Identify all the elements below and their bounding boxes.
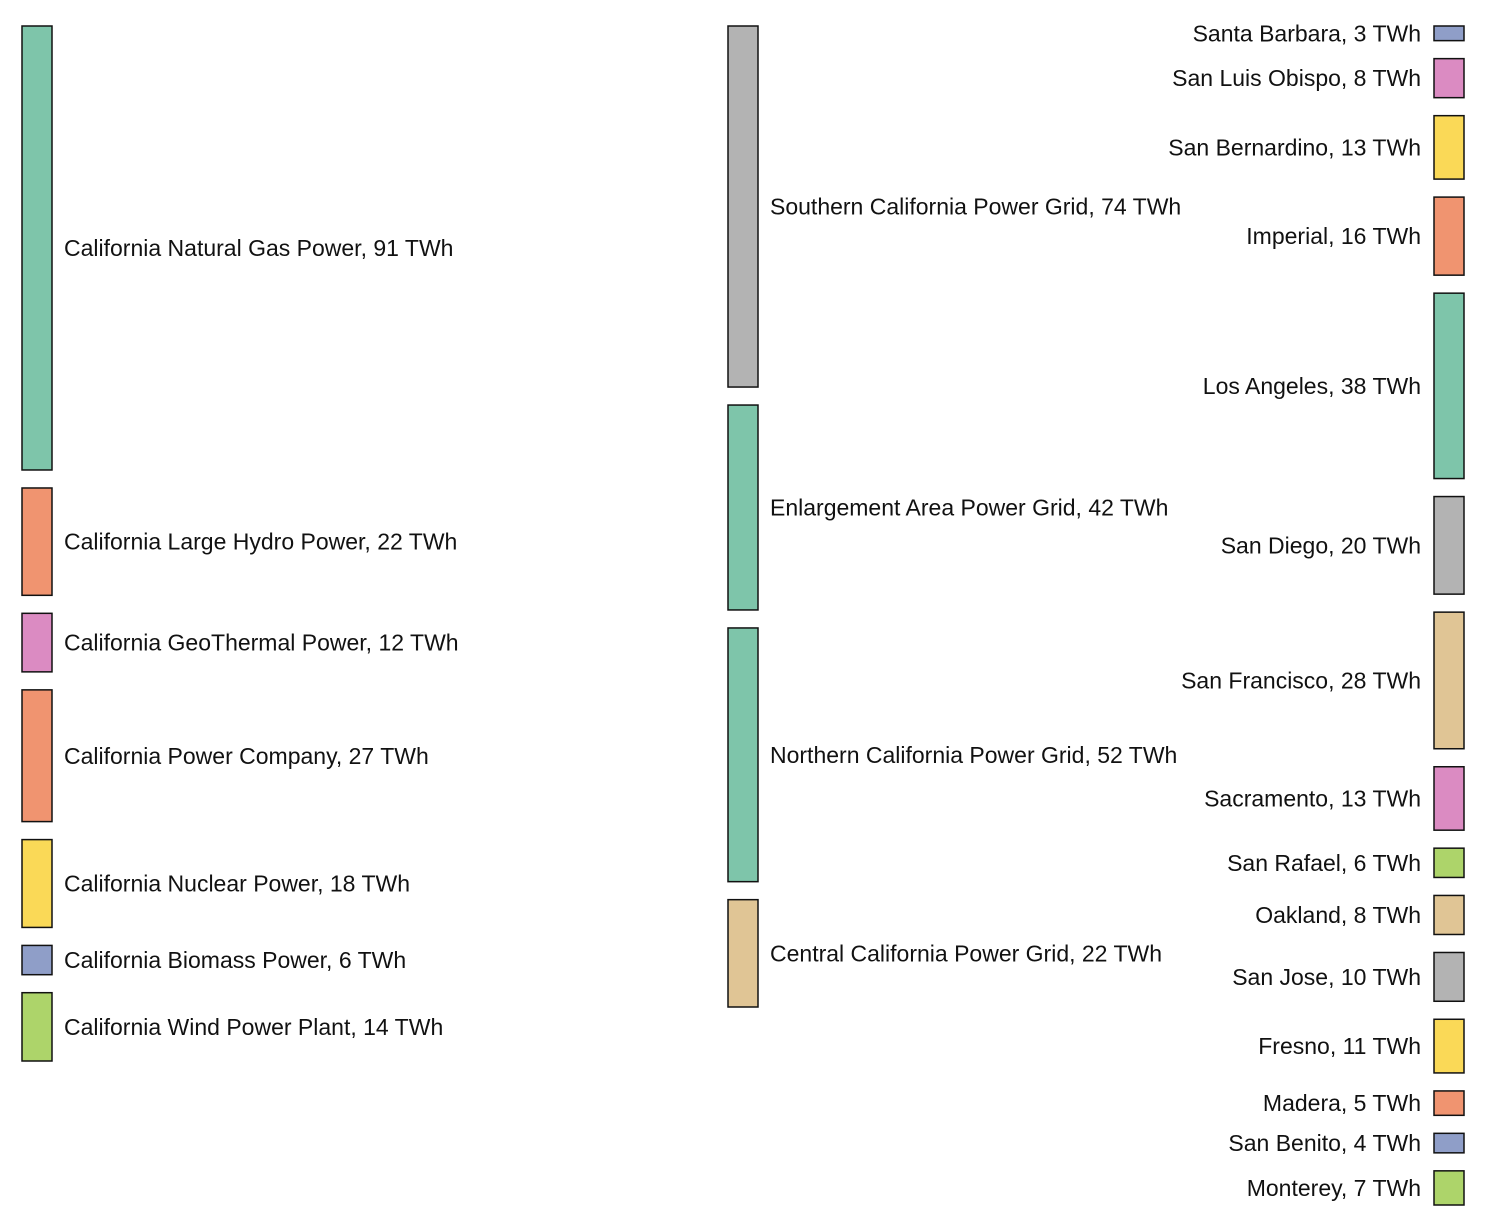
node-bar-oakland[interactable]	[1433, 894, 1465, 936]
node-fresno[interactable]	[1433, 1018, 1465, 1074]
link-south-to-sbern[interactable]	[758, 80, 1434, 179]
node-bar-monterey[interactable]	[1433, 1170, 1465, 1206]
link-central-to-monterey[interactable]	[758, 973, 1434, 1205]
node-label-gas: California Natural Gas Power, 91 TWh	[64, 235, 453, 261]
node-label-sf: San Francisco, 28 TWh	[1181, 667, 1421, 693]
node-label-monterey: Monterey, 7 TWh	[1247, 1175, 1421, 1201]
node-north[interactable]	[727, 627, 759, 883]
node-label-biomass: California Biomass Power, 6 TWh	[64, 947, 406, 973]
node-label-sd: San Diego, 20 TWh	[1221, 532, 1421, 558]
link-enlarge-to-la[interactable]	[758, 400, 1434, 483]
node-madera[interactable]	[1433, 1090, 1465, 1117]
node-label-fresno: Fresno, 11 TWh	[1258, 1033, 1421, 1059]
node-bar-central[interactable]	[727, 898, 759, 1008]
node-bar-sbenito[interactable]	[1433, 1132, 1465, 1154]
node-label-enlarge: Enlargement Area Power Grid, 42 TWh	[770, 495, 1168, 521]
node-hydro[interactable]	[21, 487, 53, 597]
node-bar-company[interactable]	[21, 689, 53, 823]
node-monterey[interactable]	[1433, 1170, 1465, 1206]
node-label-hydro: California Large Hydro Power, 22 TWh	[64, 529, 457, 555]
node-bar-slo[interactable]	[1433, 57, 1465, 99]
node-sj[interactable]	[1433, 951, 1465, 1003]
node-bar-sj[interactable]	[1433, 951, 1465, 1003]
link-north-to-sac[interactable]	[758, 706, 1434, 830]
node-label-sj: San Jose, 10 TWh	[1232, 964, 1421, 990]
node-label-north: Northern California Power Grid, 52 TWh	[770, 742, 1177, 768]
node-bar-madera[interactable]	[1433, 1090, 1465, 1117]
node-gas[interactable]	[21, 25, 53, 471]
link-nuclear-to-enlarge[interactable]	[52, 551, 728, 888]
node-sbern[interactable]	[1433, 114, 1465, 180]
node-sb[interactable]	[1433, 25, 1465, 42]
node-la[interactable]	[1433, 292, 1465, 480]
node-bar-fresno[interactable]	[1433, 1018, 1465, 1074]
node-bar-geo[interactable]	[21, 612, 53, 673]
node-label-sbenito: San Benito, 4 TWh	[1228, 1130, 1421, 1156]
node-srafael[interactable]	[1433, 847, 1465, 879]
node-bar-nuclear[interactable]	[21, 838, 53, 929]
node-bar-hydro[interactable]	[21, 487, 53, 597]
node-bar-south[interactable]	[727, 25, 759, 388]
node-south[interactable]	[727, 25, 759, 388]
node-bar-srafael[interactable]	[1433, 847, 1465, 879]
node-biomass[interactable]	[21, 944, 53, 976]
node-wind[interactable]	[21, 991, 53, 1062]
node-sbenito[interactable]	[1433, 1132, 1465, 1154]
node-central[interactable]	[727, 898, 759, 1008]
link-nuclear-to-south[interactable]	[52, 358, 728, 859]
node-company[interactable]	[21, 689, 53, 823]
node-bar-biomass[interactable]	[21, 944, 53, 976]
node-label-slo: San Luis Obispo, 8 TWh	[1172, 65, 1421, 91]
node-bar-sd[interactable]	[1433, 495, 1465, 595]
node-bar-enlarge[interactable]	[727, 404, 759, 611]
link-gas-to-central[interactable]	[52, 426, 728, 944]
node-bar-imperial[interactable]	[1433, 196, 1465, 276]
node-bar-sf[interactable]	[1433, 611, 1465, 750]
node-label-sbern: San Bernardino, 13 TWh	[1168, 134, 1421, 160]
node-label-nuclear: California Nuclear Power, 18 TWh	[64, 871, 410, 897]
node-sd[interactable]	[1433, 495, 1465, 595]
node-sac[interactable]	[1433, 765, 1465, 831]
node-label-geo: California GeoThermal Power, 12 TWh	[64, 630, 459, 656]
node-label-madera: Madera, 5 TWh	[1263, 1090, 1421, 1116]
link-geo-to-south[interactable]	[52, 265, 728, 672]
node-imperial[interactable]	[1433, 196, 1465, 276]
link-gas-to-south[interactable]	[52, 26, 728, 207]
node-bar-sac[interactable]	[1433, 765, 1465, 831]
node-bar-wind[interactable]	[21, 991, 53, 1062]
node-geo[interactable]	[21, 612, 53, 673]
node-label-srafael: San Rafael, 6 TWh	[1227, 850, 1421, 876]
node-label-south: Southern California Power Grid, 74 TWh	[770, 194, 1181, 220]
node-oakland[interactable]	[1433, 894, 1465, 936]
node-label-sb: Santa Barbara, 3 TWh	[1193, 20, 1421, 46]
link-south-to-sd[interactable]	[758, 328, 1434, 555]
link-biomass-to-south[interactable]	[52, 377, 728, 955]
node-label-oakland: Oakland, 8 TWh	[1255, 902, 1421, 928]
node-bar-gas[interactable]	[21, 25, 53, 471]
node-bar-sbern[interactable]	[1433, 114, 1465, 180]
node-slo[interactable]	[1433, 57, 1465, 99]
node-nuclear[interactable]	[21, 838, 53, 929]
node-label-sac: Sacramento, 13 TWh	[1204, 786, 1421, 812]
node-label-company: California Power Company, 27 TWh	[64, 743, 429, 769]
node-label-la: Los Angeles, 38 TWh	[1203, 373, 1421, 399]
node-bar-north[interactable]	[727, 627, 759, 883]
node-sf[interactable]	[1433, 611, 1465, 750]
node-label-imperial: Imperial, 16 TWh	[1246, 223, 1421, 249]
node-enlarge[interactable]	[727, 404, 759, 611]
node-label-central: Central California Power Grid, 22 TWh	[770, 940, 1162, 966]
sankey-nodes	[21, 25, 1465, 1206]
link-gas-to-north[interactable]	[52, 304, 728, 750]
link-company-to-south[interactable]	[52, 324, 728, 724]
node-label-wind: California Wind Power Plant, 14 TWh	[64, 1014, 443, 1040]
node-bar-sb[interactable]	[1433, 25, 1465, 42]
sankey-labels: California Natural Gas Power, 91 TWh Cali…	[64, 20, 1421, 1201]
node-bar-la[interactable]	[1433, 292, 1465, 480]
